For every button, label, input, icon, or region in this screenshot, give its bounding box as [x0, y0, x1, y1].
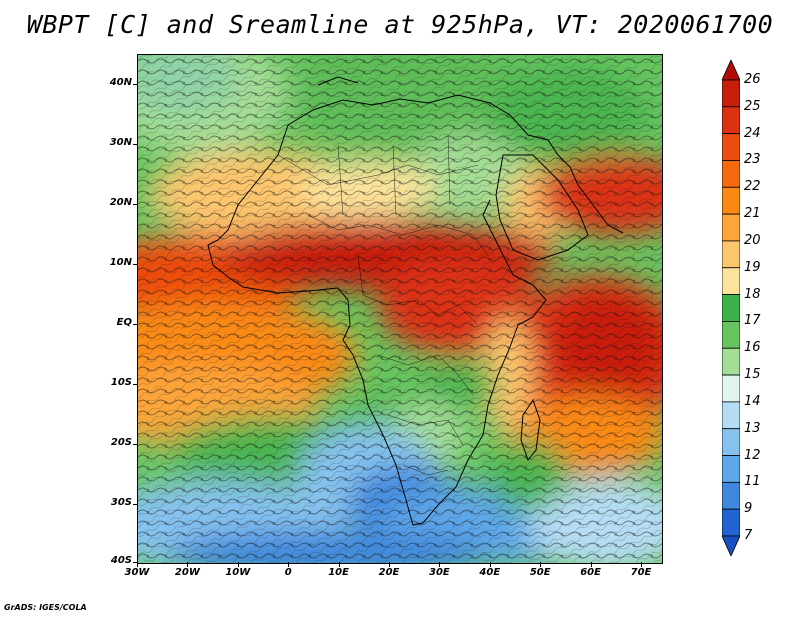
lon-tick: [540, 562, 542, 567]
lon-label-40e: 40E: [479, 567, 501, 578]
coastlines: [207, 76, 624, 526]
lon-label-10e: 10E: [328, 567, 349, 578]
lat-label-eq: EQ: [116, 317, 132, 328]
lon-label-30w: 30W: [124, 567, 150, 578]
colorbar-label: 19: [744, 259, 761, 275]
colorbar-segment: [722, 294, 740, 322]
lon-label-60e: 60E: [580, 567, 601, 578]
colorbar-label: 13: [744, 420, 761, 436]
colorbar-label: 11: [744, 474, 761, 490]
lon-label-0: 0: [284, 567, 292, 578]
colorbar-segment: [722, 347, 740, 376]
lat-label-40s: 40S: [110, 555, 132, 566]
colorbar-label: 9: [744, 501, 753, 517]
colorbar-segment: [722, 106, 740, 135]
colorbar-label: 14: [744, 393, 761, 409]
colorbar-label: 24: [744, 125, 761, 141]
colorbar-label: 22: [744, 179, 761, 195]
lat-label-40n: 40N: [109, 77, 132, 88]
lat-tick: [133, 204, 138, 205]
lat-label-20s: 20S: [110, 437, 132, 448]
colorbar-label: 12: [744, 447, 761, 463]
lon-tick: [439, 562, 441, 567]
colorbar: [722, 60, 740, 556]
colorbar-segment: [722, 267, 740, 295]
streamline-overlay-secondary: [138, 55, 662, 563]
lon-label-20e: 20E: [378, 567, 400, 578]
colorbar-label: 21: [744, 206, 761, 222]
lon-label-20w: 20W: [174, 567, 200, 578]
lat-label-20n: 20N: [109, 197, 132, 208]
colorbar-segment: [722, 240, 740, 269]
colorbar-label: 23: [744, 152, 761, 168]
colorbar-label: 17: [744, 313, 761, 329]
colorbar-label: 26: [744, 72, 761, 87]
lat-tick: [133, 324, 138, 325]
colorbar-segment: [722, 133, 740, 161]
lat-tick: [133, 444, 138, 445]
country-borders: [277, 134, 489, 476]
lon-tick: [641, 562, 642, 567]
chart-title: WBPT [C] and Sreamline at 925hPa, VT: 20…: [26, 10, 774, 39]
colorbar-segment: [722, 186, 740, 215]
lon-tick: [187, 562, 189, 567]
lat-tick: [133, 84, 138, 85]
colorbar-segment: [722, 428, 740, 456]
colorbar-label: 15: [744, 367, 761, 383]
colorbar-segment: [722, 374, 740, 403]
lon-tick: [590, 562, 592, 567]
colorbar-segment: [722, 455, 740, 483]
lat-label-10n: 10N: [109, 257, 132, 268]
lat-tick: [133, 384, 138, 385]
lon-tick: [389, 562, 390, 567]
colorbar-segment: [722, 481, 740, 510]
grads-credit: GrADS: IGES/COLA: [4, 603, 87, 612]
lon-label-50e: 50E: [529, 567, 551, 578]
wbpt-streamline-map: [138, 55, 662, 563]
lon-tick: [237, 562, 239, 567]
colorbar-segment: [722, 401, 740, 430]
lat-tick: [133, 264, 138, 265]
colorbar-label: 25: [744, 98, 761, 114]
lat-label-30n: 30N: [109, 137, 132, 148]
lon-label-10w: 10W: [225, 567, 251, 578]
colorbar-segment: [722, 160, 740, 188]
colorbar-segment: [722, 79, 740, 108]
lon-tick: [489, 562, 491, 567]
colorbar-min-arrow: [722, 535, 740, 556]
lon-tick: [137, 562, 138, 567]
lon-label-30e: 30E: [429, 567, 450, 578]
colorbar-label: 20: [744, 232, 761, 248]
lat-label-10s: 10S: [110, 377, 132, 388]
lat-tick: [133, 144, 138, 145]
colorbar-max-arrow: [722, 60, 740, 81]
lat-tick: [133, 504, 138, 505]
colorbar-label: 16: [744, 340, 761, 356]
colorbar-label: 7: [744, 528, 753, 543]
lat-tick: [133, 562, 138, 563]
colorbar-segment: [722, 213, 740, 242]
colorbar-label: 18: [744, 286, 761, 302]
colorbar-segment: [722, 321, 740, 349]
lon-label-70e: 70E: [630, 567, 652, 578]
lat-label-30s: 30S: [110, 497, 132, 508]
colorbar-segment: [722, 508, 740, 537]
lon-tick: [288, 562, 290, 567]
map-panel: [137, 54, 663, 564]
lon-tick: [338, 562, 340, 567]
